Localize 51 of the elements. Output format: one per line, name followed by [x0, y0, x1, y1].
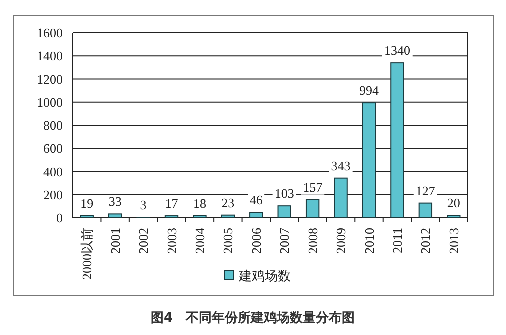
y-tick-label: 800	[44, 118, 63, 134]
y-tick-label: 1600	[37, 26, 63, 41]
data-label: 343	[331, 158, 351, 174]
bar	[80, 215, 94, 218]
x-tick-label: 2009	[334, 228, 349, 254]
y-tick-label: 400	[44, 164, 63, 180]
bar	[306, 199, 320, 218]
data-label: 994	[360, 83, 380, 98]
bar	[390, 62, 404, 218]
data-label: 127	[416, 183, 436, 198]
data-label: 20	[447, 196, 460, 211]
x-tick-label: 2004	[192, 228, 208, 254]
y-tick-label: 0	[56, 210, 63, 226]
bar	[250, 212, 264, 218]
y-tick-label: 1400	[37, 48, 63, 64]
legend-label: 建鸡场数	[238, 270, 291, 285]
x-tick-label: 2011	[390, 228, 406, 254]
bar	[447, 215, 461, 218]
bar	[193, 215, 207, 218]
x-tick-label: 2006	[248, 228, 264, 254]
data-label: 17	[165, 196, 179, 212]
y-tick-label: 1000	[37, 94, 63, 110]
x-tick-label: 2012	[418, 228, 434, 254]
y-tick-label: 600	[44, 141, 63, 156]
bar	[108, 214, 122, 218]
data-label: 46	[250, 192, 264, 208]
bar	[221, 214, 236, 218]
x-tick-label: 2008	[305, 228, 320, 254]
x-tick-label: 2000以前	[80, 228, 95, 280]
y-tick-label: 200	[44, 187, 63, 202]
x-tick-label: 2010	[362, 228, 377, 254]
data-label: 19	[80, 196, 94, 211]
y-tick-label: 1200	[37, 72, 63, 87]
bar	[278, 206, 292, 218]
data-label: 18	[193, 196, 206, 211]
data-label: 33	[108, 194, 122, 210]
data-label: 3	[140, 198, 147, 213]
data-label: 1340	[384, 43, 410, 58]
x-tick-label: 2001	[108, 228, 123, 254]
x-tick-label: 2002	[136, 228, 152, 254]
x-tick-label: 2007	[277, 228, 292, 254]
text: 图4 不同年份所建鸡场数量分布图	[150, 310, 356, 326]
bar	[418, 202, 433, 218]
data-label: 23	[222, 195, 235, 210]
x-tick-label: 2013	[446, 228, 462, 254]
bar	[334, 178, 348, 218]
data-label: 157	[303, 180, 324, 195]
x-tick-label: 2003	[164, 228, 180, 254]
x-tick-label: 2005	[220, 228, 236, 254]
data-label: 103	[274, 186, 294, 202]
bar	[362, 102, 376, 218]
